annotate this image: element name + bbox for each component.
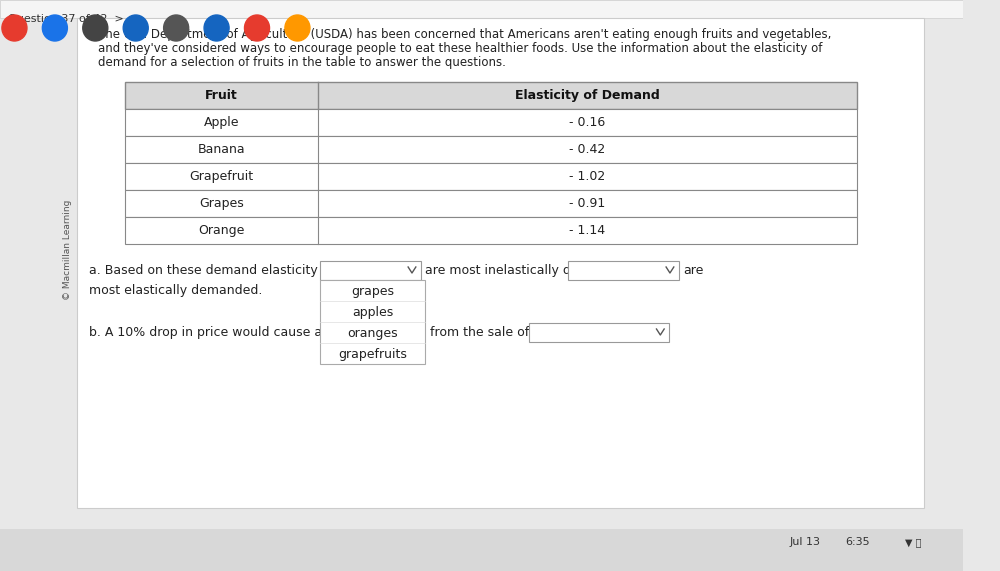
Text: The U.S. Department of Agriculture (USDA) has been concerned that Americans aren: The U.S. Department of Agriculture (USDA…	[98, 28, 832, 41]
Text: apples: apples	[352, 306, 393, 319]
Bar	[125, 163, 857, 190]
Text: Grapefruit: Grapefruit	[189, 170, 253, 183]
Text: most elastically demanded.: most elastically demanded.	[89, 284, 262, 297]
Text: from the sale of: from the sale of	[430, 326, 530, 339]
Text: - 0.16: - 0.16	[569, 116, 605, 129]
Text: b. A 10% drop in price would cause an increas: b. A 10% drop in price would cause an in…	[89, 326, 379, 339]
Text: - 0.42: - 0.42	[569, 143, 605, 156]
Circle shape	[2, 15, 27, 41]
Text: Banana: Banana	[198, 143, 245, 156]
Text: Jul 13: Jul 13	[789, 537, 820, 547]
Text: Question 37 of 42  >: Question 37 of 42 >	[8, 14, 123, 24]
Text: 7.: 7.	[89, 28, 101, 41]
Bar	[568, 261, 679, 280]
Bar	[0, 0, 963, 18]
Bar	[320, 280, 425, 364]
Circle shape	[123, 15, 148, 41]
Text: oranges: oranges	[347, 327, 398, 340]
Bar	[125, 82, 857, 109]
Text: - 1.02: - 1.02	[569, 170, 605, 183]
Text: Fruit: Fruit	[205, 89, 238, 102]
Text: - 1.14: - 1.14	[569, 224, 605, 237]
Bar	[125, 109, 857, 136]
Text: ▼ ⓘ: ▼ ⓘ	[905, 537, 921, 547]
Bar	[0, 529, 963, 571]
Text: Orange: Orange	[198, 224, 245, 237]
Circle shape	[204, 15, 229, 41]
Bar	[125, 190, 857, 217]
Text: 6:35: 6:35	[845, 537, 870, 547]
Text: grapefruits: grapefruits	[338, 348, 407, 361]
Text: Grapes: Grapes	[199, 197, 244, 210]
Text: demand for a selection of fruits in the table to answer the questions.: demand for a selection of fruits in the …	[98, 56, 506, 69]
Text: Elasticity of Demand: Elasticity of Demand	[515, 89, 660, 102]
Circle shape	[83, 15, 108, 41]
Bar	[529, 323, 669, 342]
Text: grapes: grapes	[351, 285, 394, 298]
Circle shape	[244, 15, 270, 41]
Text: © Macmillan Learning: © Macmillan Learning	[63, 200, 72, 300]
Text: Apple: Apple	[204, 116, 239, 129]
Text: are: are	[683, 264, 704, 277]
Bar	[77, 18, 924, 508]
Text: - 0.91: - 0.91	[569, 197, 605, 210]
Bar	[125, 217, 857, 244]
Text: and they've considered ways to encourage people to eat these healthier foods. Us: and they've considered ways to encourage…	[98, 42, 823, 55]
Bar	[320, 261, 421, 280]
Text: a. Based on these demand elasticity estimates,: a. Based on these demand elasticity esti…	[89, 264, 387, 277]
Circle shape	[42, 15, 67, 41]
Circle shape	[285, 15, 310, 41]
Bar	[125, 136, 857, 163]
Text: are most inelastically demanded.: are most inelastically demanded.	[425, 264, 635, 277]
Circle shape	[164, 15, 189, 41]
